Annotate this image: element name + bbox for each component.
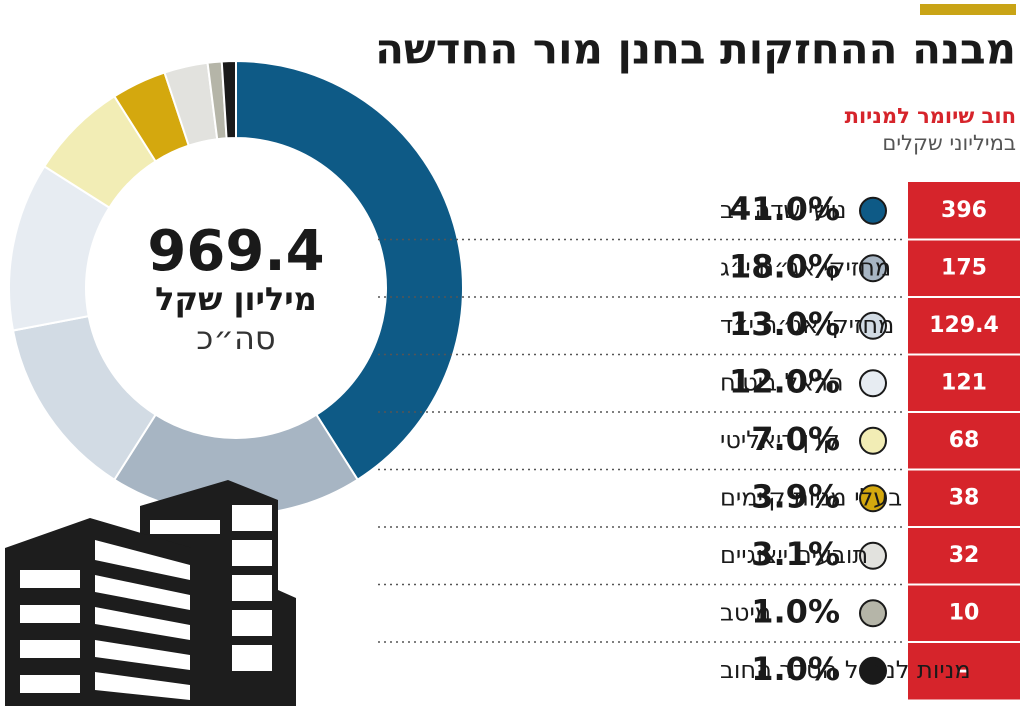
accent-bar: [920, 4, 1016, 15]
building-illustration: [5, 480, 296, 706]
unit-note: במיליוני שקלים: [882, 131, 1016, 155]
legend-swatch: [859, 254, 887, 283]
category-label: בעלי מניות קיימים: [720, 483, 902, 511]
total-unit: מיליון שקל: [155, 280, 317, 318]
legend-swatch: [859, 656, 887, 685]
debt-value: 68: [949, 428, 980, 453]
category-label: מחזיקי אג״ח י״ד: [720, 311, 894, 339]
percent-label: 1.0%: [751, 650, 840, 688]
debt-value: 32: [949, 543, 980, 568]
category-label: הראל ביטוח: [720, 368, 844, 396]
debt-column: [908, 182, 1020, 700]
category-label: נושי שדה דב: [720, 196, 847, 224]
legend-swatch: [859, 311, 887, 340]
category-label: מחזיקי אג״ח י״ג: [720, 253, 891, 281]
title: מבנה ההחזקות בחנן מור החדשה: [375, 25, 1016, 74]
percent-label: 3.9%: [751, 477, 840, 515]
donut-segment: [220, 59, 237, 140]
legend-swatch: [859, 196, 887, 225]
percent-label: 3.1%: [751, 535, 840, 573]
total-value: 969.4: [147, 219, 324, 284]
total-label: סה״כ: [196, 319, 275, 357]
debt-value: 38: [949, 485, 980, 510]
debt-value: 121: [941, 370, 987, 395]
percent-label: 18.0%: [729, 247, 840, 285]
debt-value: 129.4: [929, 313, 999, 338]
percent-label: 41.0%: [729, 190, 840, 228]
legend-swatch: [859, 599, 887, 628]
debt-value: –: [959, 658, 970, 683]
category-label: תובעים ייצוגיים: [720, 541, 868, 569]
legend-swatch: [859, 426, 887, 455]
percent-label: 12.0%: [729, 362, 840, 400]
legend-swatch: [859, 369, 887, 398]
percent-label: 1.0%: [751, 592, 840, 630]
debt-value: 10: [949, 600, 980, 625]
debt-value: 396: [941, 198, 987, 223]
subtitle: חוב שיומר למניות: [845, 104, 1016, 128]
legend-swatch: [859, 541, 887, 570]
debt-value: 175: [941, 255, 987, 280]
percent-label: 7.0%: [751, 420, 840, 458]
legend-swatch: [859, 484, 887, 513]
donut-segment: [235, 59, 464, 482]
percent-label: 13.0%: [729, 305, 840, 343]
category-label: מניות לניהול הסדר החוב: [720, 656, 971, 684]
category-label: מיטב: [720, 598, 771, 626]
category-label: קרן ריאליטי: [720, 426, 840, 454]
